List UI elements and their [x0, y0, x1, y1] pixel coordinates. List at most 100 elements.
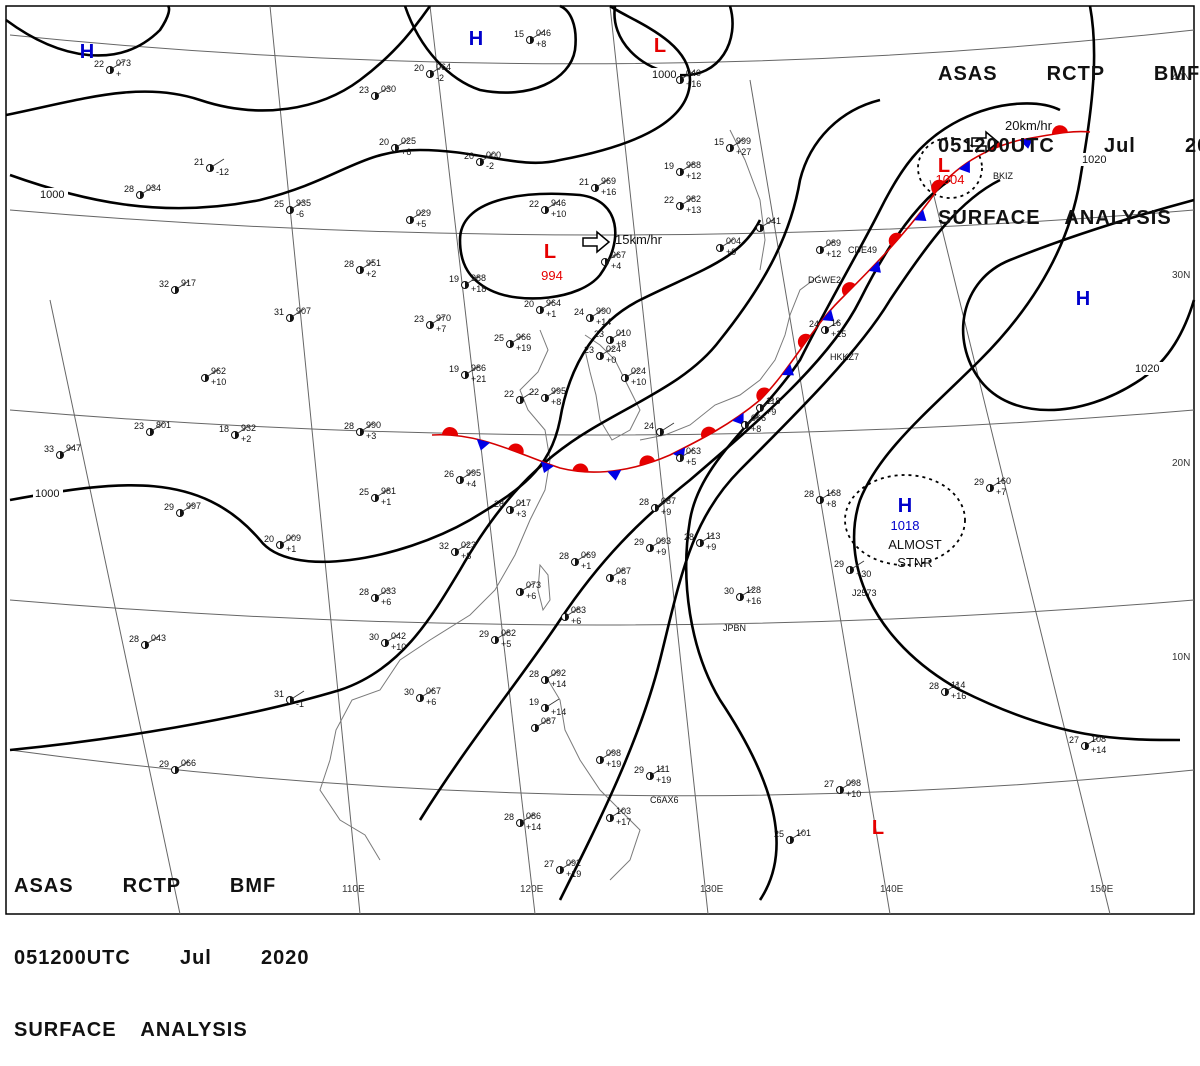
warm-front-symbol: [1052, 125, 1068, 135]
latitude-line-10n: [9, 599, 1195, 626]
station-temp: 20: [264, 534, 274, 544]
station-tendency: +19: [566, 869, 581, 879]
longitude-label: 130E: [700, 884, 724, 895]
meridian-100e: [49, 299, 181, 915]
wind-barb-icon: [432, 64, 445, 73]
station-pressure: 967: [611, 250, 626, 260]
station-plot: 040+16: [676, 68, 701, 89]
station-pressure: 982: [686, 194, 701, 204]
wind-barb-icon: [682, 70, 695, 79]
longitude-label: 110E: [342, 884, 365, 895]
station-tendency: -1: [296, 699, 304, 709]
station-temp: 21: [579, 177, 589, 187]
station-temp: 29: [479, 629, 489, 639]
pressure-systems: HH LL99415km/hrL100420km/hrHH1018ALMOSTST…: [80, 28, 1090, 839]
station-temp: 19: [529, 697, 539, 707]
cloud-cover-icon: [530, 36, 534, 44]
station-tendency: +5: [416, 219, 426, 229]
cloud-cover-icon: [290, 314, 294, 322]
station-pressure: 964: [546, 298, 561, 308]
station-pressure: 160: [996, 476, 1011, 486]
station-plot: 087: [531, 716, 556, 732]
station-tendency: +4: [611, 261, 621, 271]
cold-front-symbol: [868, 260, 881, 273]
station-temp: 19: [664, 161, 674, 171]
station-pressure: 801: [156, 420, 171, 430]
station-tendency: -6: [296, 209, 304, 219]
station-tendency: +9: [706, 542, 716, 552]
station-tendency: +14: [551, 707, 566, 717]
isobar-994-ring: [458, 192, 617, 300]
station-pressure: 025: [401, 136, 416, 146]
cloud-cover-icon: [600, 352, 604, 360]
wind-barb-icon: [702, 533, 715, 542]
station-plot: 024+10: [621, 366, 646, 387]
station-pressure: 009: [286, 533, 301, 543]
station-plot: 28 043: [129, 633, 166, 649]
station-temp: 28: [929, 681, 939, 691]
cloud-cover-icon: [395, 144, 399, 152]
cloud-cover-icon: [60, 451, 64, 459]
station-plot: 25 101: [774, 828, 811, 844]
station-temp: 29: [634, 765, 644, 775]
wind-barb-icon: [652, 538, 665, 547]
station-temp: 29: [164, 502, 174, 512]
meridian-120e: [429, 5, 536, 915]
station-tendency: +1: [546, 309, 556, 319]
station-temp: 22: [94, 59, 104, 69]
station-temp: 27: [824, 779, 834, 789]
station-tendency: +10: [631, 377, 646, 387]
cloud-cover-icon: [825, 326, 829, 334]
wind-barb-icon: [742, 587, 755, 596]
station-tendency: +14: [551, 679, 566, 689]
wind-barb-icon: [292, 308, 305, 317]
isobar-label: 1000: [35, 488, 59, 500]
wind-barb-icon: [547, 670, 560, 679]
wind-barb-icon: [377, 588, 390, 597]
wind-barb-icon: [457, 542, 470, 551]
wind-barb-icon: [747, 415, 760, 424]
cloud-cover-icon: [560, 866, 564, 874]
station-temp: 28: [684, 532, 694, 542]
station-plot: 29 997: [164, 501, 201, 517]
ship-id: J2573: [852, 588, 877, 598]
isobar-label-bg: [1133, 362, 1163, 375]
wind-barb-icon: [662, 422, 675, 431]
cloud-cover-icon: [205, 374, 209, 382]
wind-barb-icon: [682, 196, 695, 205]
station-plot: 28 017+3: [494, 498, 531, 519]
warm-front-symbol: [442, 427, 458, 436]
isobar-high-nw: [5, 5, 171, 57]
cloud-cover-icon: [145, 641, 149, 649]
station-plot: 30 067+6: [404, 686, 441, 707]
system-pressure: 994: [541, 268, 563, 283]
ship-id: C6AX6: [650, 795, 679, 805]
wind-barb-icon: [1087, 736, 1100, 745]
isobar-label: 1000: [652, 69, 676, 81]
station-pressure: 986: [471, 363, 486, 373]
station-pressure: 947: [66, 443, 81, 453]
station-pressure: 113: [706, 531, 720, 541]
latitude-line-40n: [9, 29, 1195, 65]
station-pressure: 128: [746, 585, 761, 595]
cloud-cover-icon: [655, 504, 659, 512]
cloud-cover-icon: [840, 786, 844, 794]
station-temp: 24: [809, 319, 819, 329]
isobar-high-n: [403, 4, 577, 94]
station-tendency: -2: [436, 73, 444, 83]
station-tendency: +5: [686, 457, 696, 467]
isobar-south-1: [558, 178, 1001, 901]
station-temp: 25: [494, 333, 504, 343]
station-plot: 27 108+14: [1069, 734, 1106, 755]
wind-barb-icon: [362, 260, 375, 269]
station-tendency: +4: [466, 479, 476, 489]
cloud-cover-icon: [545, 206, 549, 214]
chart-header-bottom-left: ASAS RCTP BMF 051200UTC Jul 2020 SURFACE…: [14, 826, 309, 1066]
station-temp: 23: [594, 329, 604, 339]
system-pressure: 1018: [891, 518, 920, 533]
station-tendency: +8: [826, 499, 836, 509]
isobar-label-bg: [33, 487, 63, 500]
wind-barb-icon: [562, 860, 575, 869]
station-plot: 31 -1: [274, 689, 305, 709]
